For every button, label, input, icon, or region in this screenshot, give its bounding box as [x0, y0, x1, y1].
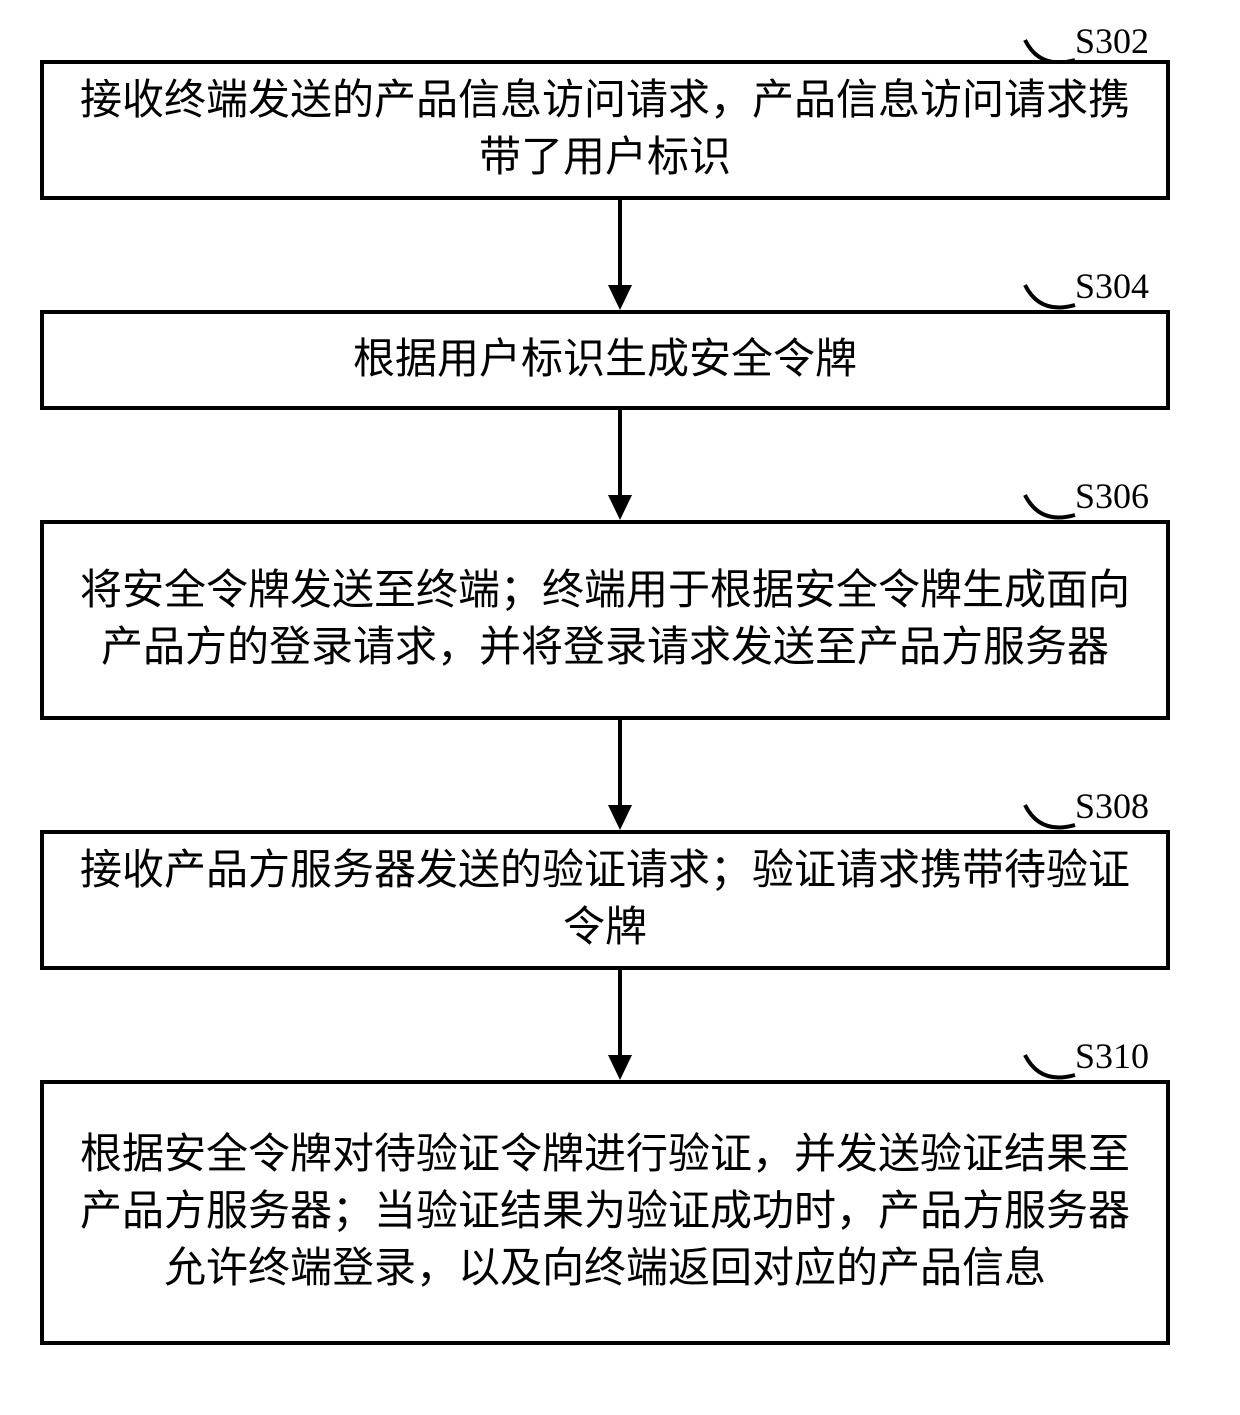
step-label-s304: S304 — [1075, 265, 1149, 307]
arrow-s304-s306 — [600, 410, 640, 520]
box-text-s306: 将安全令牌发送至终端；终端用于根据安全令牌生成面向产品方的登录请求，并将登录请求… — [64, 563, 1146, 676]
step-label-s308: S308 — [1075, 785, 1149, 827]
box-text-s304: 根据用户标识生成安全令牌 — [353, 332, 857, 389]
step-label-s306: S306 — [1075, 475, 1149, 517]
step-label-s310: S310 — [1075, 1035, 1149, 1077]
step-label-s302: S302 — [1075, 20, 1149, 62]
box-s308: 接收产品方服务器发送的验证请求；验证请求携带待验证令牌 — [40, 830, 1170, 970]
box-text-s310: 根据安全令牌对待验证令牌进行验证，并发送验证结果至产品方服务器；当验证结果为验证… — [64, 1127, 1146, 1297]
arrow-s306-s308 — [600, 720, 640, 830]
box-text-s308: 接收产品方服务器发送的验证请求；验证请求携带待验证令牌 — [64, 843, 1146, 956]
arrow-s302-s304 — [600, 200, 640, 310]
box-s304: 根据用户标识生成安全令牌 — [40, 310, 1170, 410]
box-s306: 将安全令牌发送至终端；终端用于根据安全令牌生成面向产品方的登录请求，并将登录请求… — [40, 520, 1170, 720]
box-s310: 根据安全令牌对待验证令牌进行验证，并发送验证结果至产品方服务器；当验证结果为验证… — [40, 1080, 1170, 1345]
box-s302: 接收终端发送的产品信息访问请求，产品信息访问请求携带了用户标识 — [40, 60, 1170, 200]
box-text-s302: 接收终端发送的产品信息访问请求，产品信息访问请求携带了用户标识 — [64, 73, 1146, 186]
arrow-s308-s310 — [600, 970, 640, 1080]
